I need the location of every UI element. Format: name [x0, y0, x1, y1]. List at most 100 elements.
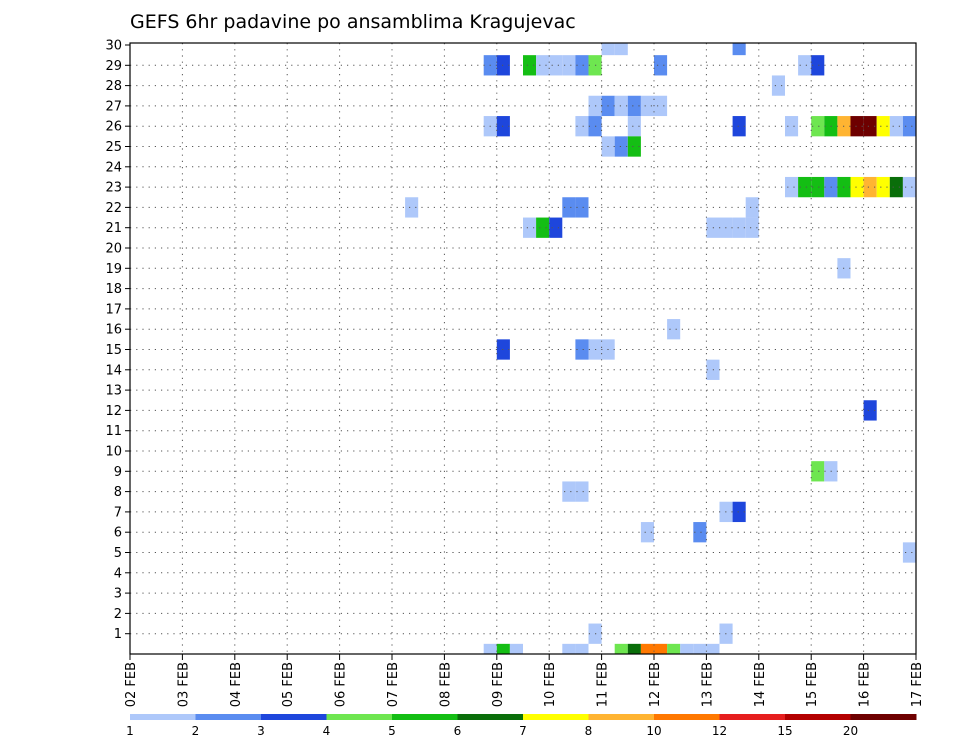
data-cell — [562, 481, 576, 502]
legend-label: 3 — [257, 724, 265, 738]
gridlines — [130, 43, 916, 654]
data-cell — [523, 217, 537, 238]
y-tick-label: 27 — [105, 99, 122, 114]
x-axis: 02 FEB 03 FEB 04 FEB 05 FEB 06 FEB 07 FEB 08 F… — [124, 654, 925, 707]
data-cell — [693, 522, 707, 543]
y-tick-label: 10 — [105, 445, 122, 460]
data-cell — [614, 95, 628, 117]
legend-swatch — [261, 714, 327, 720]
data-cell — [745, 197, 759, 218]
legend-label: 1 — [126, 724, 134, 738]
y-tick-label: 4 — [114, 566, 122, 581]
data-cell — [732, 501, 746, 523]
data-cell — [562, 55, 576, 76]
data-cell — [745, 217, 759, 238]
data-cell — [785, 176, 799, 198]
data-cell — [614, 43, 628, 56]
data-cell — [654, 95, 668, 117]
data-cell — [627, 95, 641, 117]
y-tick-label: 25 — [105, 140, 122, 155]
data-cell — [536, 217, 550, 238]
x-tick-label: 08 FEB — [438, 662, 453, 707]
y-tick-label: 29 — [105, 59, 122, 74]
y-tick-label: 20 — [105, 242, 122, 257]
x-tick-label: 07 FEB — [386, 662, 401, 707]
data-cell — [863, 176, 877, 198]
y-tick-label: 24 — [105, 160, 122, 175]
x-tick-label: 16 FEB — [858, 662, 873, 707]
data-cell — [680, 643, 694, 654]
y-axis: 1234567891011121314151617181920212223242… — [105, 39, 130, 642]
data-cell — [654, 643, 668, 654]
data-cell — [889, 176, 903, 198]
data-cell — [798, 176, 812, 198]
data-cell — [863, 400, 877, 421]
y-tick-label: 30 — [105, 39, 122, 54]
data-cell — [509, 643, 523, 654]
data-cell — [811, 176, 825, 198]
data-cell — [876, 116, 890, 137]
data-cell — [575, 55, 589, 76]
legend-swatch — [195, 714, 262, 720]
x-tick-label: 09 FEB — [491, 662, 506, 707]
y-tick-label: 18 — [105, 282, 122, 297]
y-tick-label: 5 — [114, 546, 122, 561]
data-cell — [496, 643, 510, 654]
data-cell — [575, 643, 589, 654]
y-tick-label: 19 — [105, 262, 122, 277]
data-cell — [483, 643, 497, 654]
x-tick-label: 11 FEB — [596, 662, 611, 707]
legend-label: 6 — [454, 724, 462, 738]
y-tick-label: 15 — [105, 343, 122, 358]
y-tick-label: 7 — [114, 505, 122, 520]
data-cell — [667, 319, 681, 340]
legend-swatch — [654, 714, 720, 720]
data-cell — [850, 116, 864, 137]
legend-label: 10 — [646, 724, 661, 738]
x-tick-label: 04 FEB — [229, 662, 244, 707]
y-tick-label: 9 — [114, 465, 122, 480]
data-cell — [811, 116, 825, 137]
y-tick-label: 23 — [105, 181, 122, 196]
data-cell — [627, 136, 641, 157]
legend-label: 8 — [585, 724, 593, 738]
legend-swatch — [392, 714, 458, 720]
y-tick-label: 28 — [105, 79, 122, 94]
x-tick-label: 14 FEB — [753, 662, 768, 707]
data-cell — [654, 55, 668, 76]
x-tick-label: 12 FEB — [648, 662, 663, 707]
legend-swatch — [130, 714, 196, 720]
data-cell — [575, 339, 589, 360]
legend-label: 5 — [388, 724, 396, 738]
y-tick-label: 14 — [105, 363, 122, 378]
data-cell — [601, 43, 615, 56]
data-cell — [496, 116, 510, 137]
legend-label: 2 — [192, 724, 200, 738]
y-tick-label: 13 — [105, 384, 122, 399]
data-cell — [667, 643, 681, 654]
legend-label: 4 — [323, 724, 331, 738]
y-tick-label: 6 — [114, 526, 122, 541]
data-cell — [732, 116, 746, 137]
legend: 1 2 3 4 5 6 7 8 10 12 15 20 — [126, 714, 917, 738]
data-cell — [575, 116, 589, 137]
x-tick-label: 13 FEB — [700, 662, 715, 707]
data-cell — [732, 43, 746, 56]
x-tick-label: 15 FEB — [805, 662, 820, 707]
data-cell — [549, 55, 563, 76]
data-cell — [889, 116, 903, 137]
data-cell — [562, 643, 576, 654]
y-tick-label: 11 — [105, 424, 122, 439]
y-tick-label: 12 — [105, 404, 122, 419]
x-tick-label: 03 FEB — [176, 662, 191, 707]
x-tick-label: 06 FEB — [334, 662, 349, 707]
legend-swatch — [850, 714, 917, 720]
x-tick-label: 10 FEB — [543, 662, 558, 707]
x-tick-label: 02 FEB — [124, 662, 139, 707]
legend-label: 7 — [519, 724, 527, 738]
data-cell — [496, 339, 510, 360]
legend-label: 12 — [712, 724, 727, 738]
x-tick-label: 17 FEB — [910, 662, 925, 707]
data-cell — [536, 55, 550, 76]
